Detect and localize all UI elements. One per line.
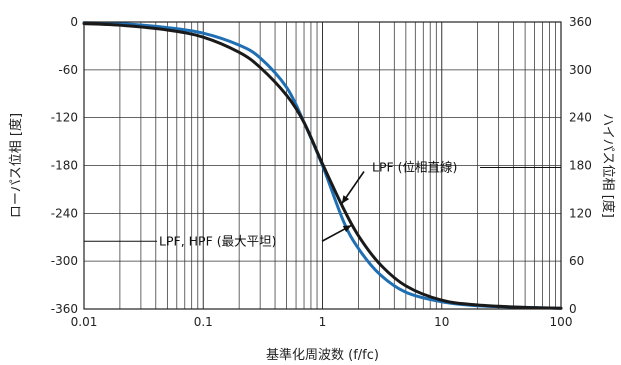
y-left-tick-label: 0 xyxy=(70,15,78,29)
y-right-tick-label: 0 xyxy=(569,302,577,316)
y-right-tick-label: 180 xyxy=(569,159,592,173)
x-tick-label: 0.1 xyxy=(194,315,213,329)
y-left-tick-label: -360 xyxy=(51,302,78,316)
x-axis-title: 基準化周波数 (f/fc) xyxy=(266,347,379,363)
y-right-tick-label: 360 xyxy=(569,15,592,29)
y-right-tick-label: 60 xyxy=(569,254,584,268)
plot-frame xyxy=(83,21,562,310)
annotation-linear-phase-label: LPF (位相直線) xyxy=(372,160,457,175)
y-axis-right-title: ハイパス位相 [度] xyxy=(600,113,616,218)
annotation-max-flat: LPF, HPF (最大平坦) xyxy=(84,224,352,248)
y-axis-left-title: ローパス位相 [度] xyxy=(8,113,24,218)
y-left-tick-label: -120 xyxy=(51,111,78,125)
x-tick-label: 100 xyxy=(550,315,573,329)
annotation-linear-phase-arrowhead xyxy=(341,195,350,204)
series-lines xyxy=(82,21,563,310)
y-left-tick-label: -300 xyxy=(51,254,78,268)
x-tick-label: 10 xyxy=(434,315,449,329)
y-left-tick-label: -60 xyxy=(58,63,78,77)
annotation-max-flat-arrowhead xyxy=(342,225,352,233)
x-tick-label: 0.01 xyxy=(71,315,98,329)
series-line-1 xyxy=(82,22,563,310)
y-left-tick-label: -240 xyxy=(51,206,78,220)
y-right-tick-label: 240 xyxy=(569,111,592,125)
annotation-linear-phase: LPF (位相直線) xyxy=(341,160,561,205)
annotation-max-flat-label: LPF, HPF (最大平坦) xyxy=(159,233,277,248)
y-right-tick-label: 120 xyxy=(569,206,592,220)
y-right-tick-label: 300 xyxy=(569,63,592,77)
x-tick-label: 1 xyxy=(319,315,327,329)
y-left-tick-label: -180 xyxy=(51,159,78,173)
tick-labels: 0.01 0.1 1 10 1000-60-120-180-240-300-360360… xyxy=(51,15,592,329)
